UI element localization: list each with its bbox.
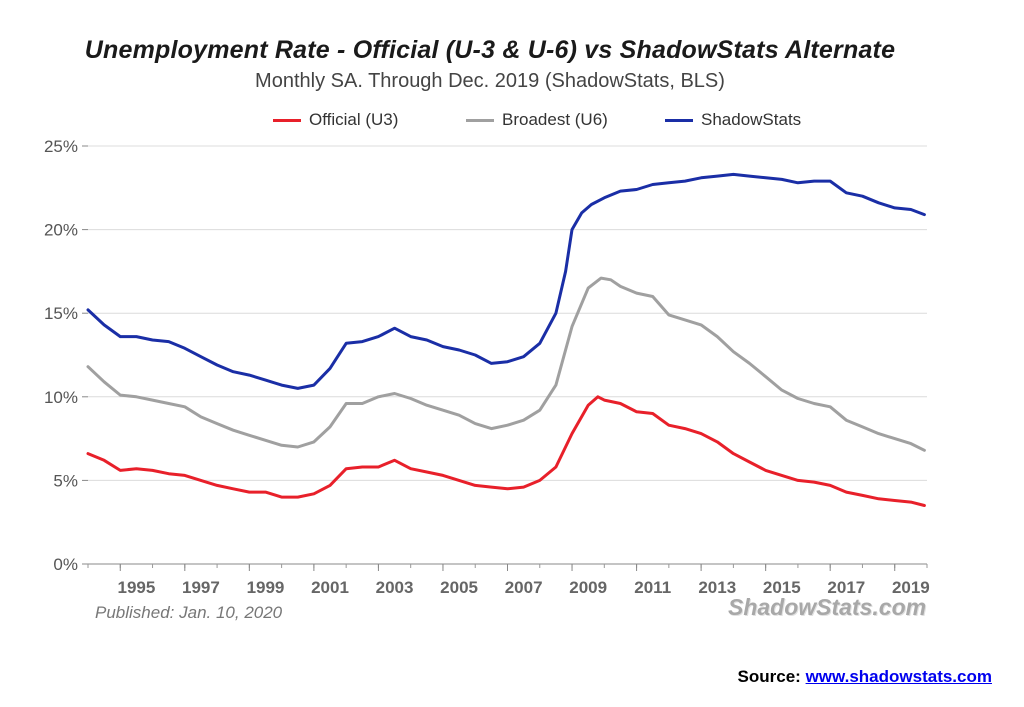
- x-tick-label: 2009: [569, 578, 607, 597]
- x-tick-label: 2015: [763, 578, 801, 597]
- x-tick-label: 2019: [892, 578, 930, 597]
- x-tick-label: 2013: [698, 578, 736, 597]
- series-line-official-u3: [86, 395, 926, 507]
- x-tick-label: 1997: [182, 578, 220, 597]
- y-tick-label: 20%: [44, 221, 78, 240]
- legend-swatch-broadest-u6: [466, 118, 494, 122]
- legend-label-official-u3: Official (U3): [309, 110, 399, 129]
- watermark-logo: ShadowStats.com: [728, 594, 927, 620]
- chart-title: Unemployment Rate - Official (U-3 & U-6)…: [84, 36, 896, 64]
- legend-item-official-u3: Official (U3): [273, 108, 398, 132]
- tick-labels: 0% 5% 10% 15% 20% 25% 1995 1997 1999 2001 2003 2005…: [44, 137, 930, 597]
- grid-lines: [88, 145, 927, 481]
- series-lines: [86, 172, 926, 507]
- x-tick-label: 2017: [827, 578, 865, 597]
- series-line-broadest-u6: [86, 276, 926, 452]
- x-tick-label: 2005: [440, 578, 478, 597]
- y-tick-label: 25%: [44, 137, 78, 156]
- source-link[interactable]: www.shadowstats.com: [805, 667, 992, 686]
- x-tick-label: 2001: [311, 578, 349, 597]
- legend-label-shadowstats: ShadowStats: [701, 110, 802, 129]
- axes: [82, 145, 928, 571]
- legend-item-broadest-u6: Broadest (U6): [466, 108, 608, 132]
- y-tick-label: 15%: [44, 304, 78, 323]
- chart-subtitle: Monthly SA. Through Dec. 2019 (ShadowSta…: [255, 70, 725, 92]
- legend-label-broadest-u6: Broadest (U6): [502, 110, 608, 129]
- y-tick-label: 0%: [53, 555, 78, 574]
- legend-item-shadowstats: ShadowStats: [665, 108, 801, 132]
- published-date: Published: Jan. 10, 2020: [95, 603, 283, 622]
- source-label: Source:: [737, 667, 801, 686]
- source-note: Source: www.shadowstats.com: [738, 667, 992, 687]
- y-tick-label: 5%: [53, 471, 78, 490]
- x-tick-label: 1995: [117, 578, 155, 597]
- x-tick-label: 2003: [376, 578, 414, 597]
- x-tick-label: 2007: [505, 578, 543, 597]
- x-tick-label: 2011: [634, 578, 671, 597]
- series-line-shadowstats: [86, 172, 926, 390]
- legend-swatch-shadowstats: [665, 118, 693, 122]
- y-tick-label: 10%: [44, 388, 78, 407]
- x-tick-label: 1999: [247, 578, 285, 597]
- legend-swatch-official-u3: [273, 118, 301, 122]
